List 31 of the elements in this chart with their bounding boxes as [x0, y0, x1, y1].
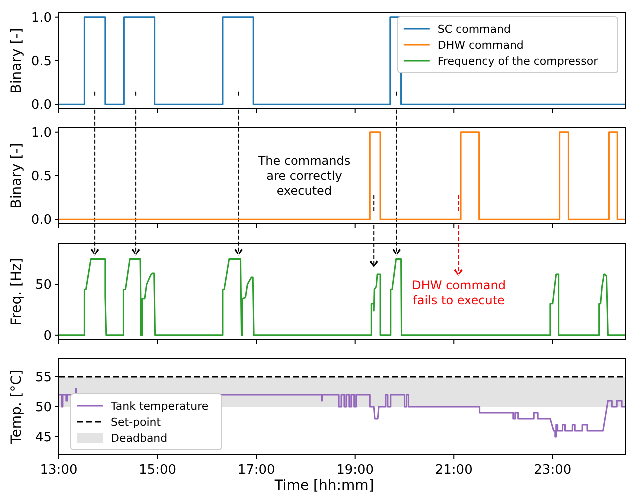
x-tick-label: 23:00 — [534, 463, 572, 478]
x-tick-label: 21:00 — [435, 463, 473, 478]
annotation: DHW command fails to execute — [412, 278, 506, 308]
y-tick-label: 0.5 — [31, 170, 52, 184]
y-tick-label: 0.5 — [31, 54, 52, 70]
x-tick-label: 19:00 — [336, 463, 374, 478]
legend-label: SC command — [438, 23, 511, 36]
legend-label: Frequency of the compressor — [438, 55, 599, 68]
y-axis-title: Temp. [°C] — [9, 370, 25, 445]
x-tick-label: 15:00 — [139, 463, 177, 478]
y-tick-label: 45 — [35, 430, 52, 446]
y-tick-label: 1.0 — [31, 126, 52, 141]
y-axis-title: Freq. [Hz] — [9, 258, 25, 326]
x-axis-title: Time [hh:mm] — [274, 478, 374, 492]
x-tick-label: 13:00 — [40, 463, 78, 478]
y-tick-label: 0.0 — [31, 213, 52, 228]
y-axis-title: Binary [-] — [9, 28, 25, 94]
y-tick-label: 50 — [35, 400, 52, 416]
y-tick-label: 55 — [35, 370, 52, 386]
y-tick-label: 0 — [44, 328, 52, 344]
line-series — [59, 258, 626, 336]
annotation: The commands are correctly executed — [257, 154, 351, 198]
x-tick-label: 17:00 — [238, 463, 276, 478]
legend-label: DHW command — [438, 39, 524, 52]
y-tick-label: 0.0 — [31, 98, 52, 114]
legend-label: Deadband — [111, 432, 168, 445]
y-tick-label: 1.0 — [31, 10, 52, 26]
legend-label: Set-point — [111, 416, 162, 429]
legend-label: Tank temperature — [110, 400, 209, 413]
y-axis-title: Binary [-] — [9, 143, 25, 209]
y-tick-label: 50 — [35, 278, 52, 294]
